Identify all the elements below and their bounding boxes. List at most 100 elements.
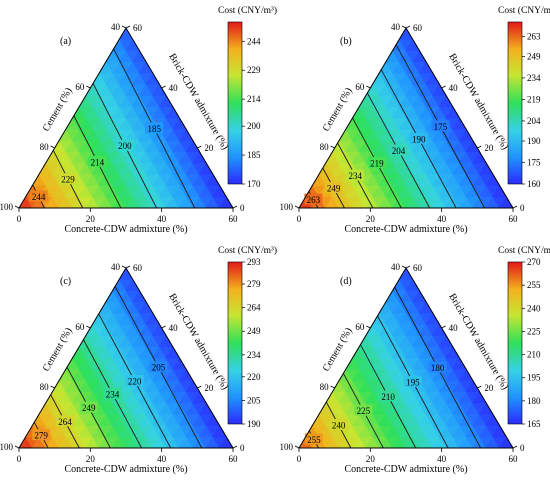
colorbar-tick-label: 263 (527, 31, 541, 41)
colorbar (227, 21, 243, 185)
colorbar-tick-label: 279 (247, 279, 261, 289)
tick-label-brick: 60 (133, 23, 143, 33)
tick-label-brick: 40 (449, 323, 459, 333)
contour-label-bg (149, 361, 168, 373)
colorbar-tick-label: 249 (247, 326, 261, 336)
contour-label-bg (409, 132, 428, 144)
contour-label-219: 219 (370, 159, 384, 169)
colorbar-tick-label: 165 (527, 419, 541, 429)
contour-lines: 175 190 204 219 234 249 263 (304, 44, 485, 209)
contour-label-195: 195 (406, 377, 420, 387)
contour-label-229: 229 (61, 175, 75, 185)
tick-label-concrete: 0 (297, 214, 302, 224)
contour-label-bg (145, 122, 164, 134)
ternary-panel-3: 205 220 234 249 264 279 0 20 40 60 Concrete-CDW ad… (0, 245, 277, 475)
tick-cement (86, 325, 91, 329)
tick-cement (121, 265, 127, 269)
ternary-cell (398, 267, 414, 280)
tick-brick (512, 445, 518, 449)
tick-label-cement: 80 (40, 142, 50, 152)
colorbar-tick-label: 200 (247, 121, 261, 131)
colorbar-title: Cost (CNY/m³) (218, 5, 277, 16)
ternary-cell (118, 27, 134, 40)
contour-label-264: 264 (58, 417, 72, 427)
tick-cement (401, 25, 407, 29)
colorbar-tick-label: 210 (527, 350, 541, 360)
contour-label-bg (103, 387, 122, 399)
tick-label-cement: 60 (75, 322, 85, 332)
panel-label: (a) (60, 36, 71, 47)
tick-brick (161, 325, 166, 329)
colorbar-tick-label: 205 (247, 395, 261, 405)
ternary-panel-4: 180 195 210 225 240 255 0 20 40 60 Concrete-CDW ad… (280, 245, 550, 475)
colorbar-tick-label: 234 (247, 350, 261, 360)
tick-label-brick: 40 (449, 83, 459, 93)
tick-cement (86, 85, 91, 89)
ternary-frame (18, 267, 234, 449)
tick-brick (161, 85, 166, 89)
contour-label-bg (115, 139, 134, 151)
tick-cement (294, 205, 300, 209)
contour-label-bg (88, 155, 107, 167)
tick-label-cement: 80 (320, 142, 330, 152)
tick-label-cement: 40 (111, 22, 121, 32)
panel-label: (d) (340, 276, 352, 287)
tick-label-concrete: 0 (297, 454, 302, 464)
tick-label-cement: 100 (0, 202, 14, 212)
tick-label-concrete: 20 (86, 214, 96, 224)
colorbar-tick-label: 175 (527, 157, 541, 167)
tick-label-brick: 0 (520, 203, 525, 213)
axis-label-concrete: Concrete-CDW admixture (%) (344, 464, 467, 475)
colorbar-title: Cost (CNY/m³) (218, 245, 277, 256)
tick-label-brick: 40 (169, 83, 179, 93)
contour-label-bg (32, 429, 51, 441)
contour-label-185: 185 (147, 124, 161, 134)
tick-cement (121, 25, 127, 29)
colorbar-tick-label: 293 (247, 257, 261, 267)
tick-label-brick: 20 (204, 143, 214, 153)
tick-brick (441, 325, 446, 329)
tick-cement (14, 445, 20, 449)
tick-brick (405, 25, 411, 29)
tick-brick (441, 85, 446, 89)
colorbar-tick-label: 160 (527, 179, 541, 189)
tick-brick (232, 445, 238, 449)
colorbar-tick-label: 249 (527, 51, 541, 61)
tick-label-concrete: 20 (366, 214, 376, 224)
tick-label-concrete: 0 (17, 214, 22, 224)
tick-cement (366, 85, 371, 89)
tick-brick (477, 145, 482, 149)
tick-label-brick: 60 (413, 23, 423, 33)
contour-label-249: 249 (82, 403, 96, 413)
tick-cement (50, 145, 55, 149)
tick-label-concrete: 60 (229, 214, 239, 224)
contour-label-bg (428, 361, 447, 373)
colorbar-tick-label: 170 (247, 179, 261, 189)
tick-label-concrete: 20 (366, 454, 376, 464)
tick-label-brick: 60 (413, 263, 423, 273)
colorbar-tick-label: 255 (527, 280, 541, 290)
colorbar-tick-label: 220 (247, 372, 261, 382)
axis-label-concrete: Concrete-CDW admixture (%) (64, 464, 187, 475)
contour-label-bg (431, 120, 450, 132)
colorbar-tick-label: 270 (527, 257, 541, 267)
contour-label-bg (346, 169, 365, 181)
colorbar (507, 261, 523, 425)
contour-label-bg (55, 415, 74, 427)
tick-cement (401, 265, 407, 269)
tick-cement (14, 205, 20, 209)
colorbar-tick-label: 229 (247, 65, 261, 75)
tick-label-brick: 60 (133, 263, 143, 273)
contour-label-220: 220 (128, 376, 142, 386)
tick-label-concrete: 40 (437, 454, 447, 464)
contour-label-bg (403, 375, 422, 387)
tick-label-cement: 40 (111, 262, 121, 272)
contour-label-240: 240 (332, 421, 346, 431)
ternary-frame (298, 267, 514, 449)
colorbar-tick-label: 190 (527, 136, 541, 146)
tick-brick (197, 385, 202, 389)
ternary-frame (18, 27, 234, 209)
tick-label-cement: 40 (391, 22, 401, 32)
